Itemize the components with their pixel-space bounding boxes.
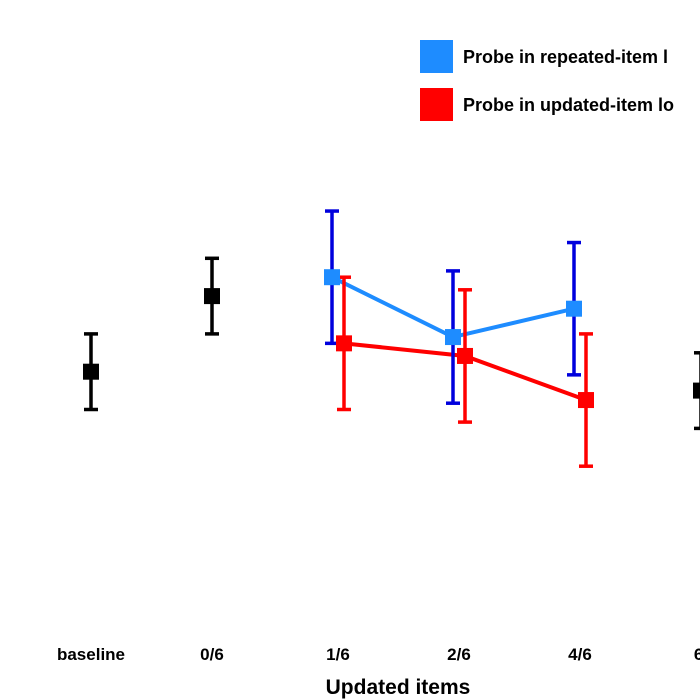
data-point-reference-1 [204,288,220,305]
plot-area [83,209,700,468]
data-point-repeated-0 [324,269,340,286]
x-tick-labels: baseline 0/6 1/6 2/6 4/6 6/ [57,645,700,664]
data-point-updated-0 [336,335,352,352]
x-tick-label-1: 0/6 [200,645,224,664]
legend-label-repeated: Probe in repeated-item l [463,47,668,67]
x-tick-label-0: baseline [57,645,125,664]
legend: Probe in repeated-item l Probe in update… [420,40,674,121]
legend-swatch-repeated [420,40,453,73]
legend-swatch-updated [420,88,453,121]
data-point-reference-2 [693,382,700,399]
x-tick-label-5: 6/ [694,645,700,664]
x-tick-label-2: 1/6 [326,645,350,664]
data-point-updated-1 [457,347,473,364]
data-point-reference-0 [83,363,99,380]
legend-label-updated: Probe in updated-item lo [463,95,674,115]
x-axis-title: Updated items [326,676,471,699]
data-point-repeated-1 [445,329,461,346]
x-tick-label-3: 2/6 [447,645,471,664]
error-bar-reference-2 [694,351,700,431]
data-point-updated-2 [578,392,594,409]
data-point-repeated-2 [566,300,582,317]
x-tick-label-4: 4/6 [568,645,592,664]
